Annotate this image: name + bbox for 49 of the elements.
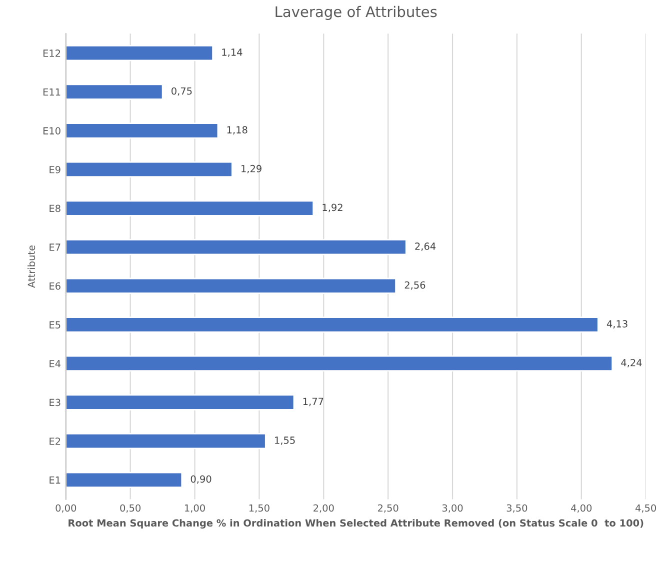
x-tick-label: 0,00 [56,504,76,513]
x-axis-title: Root Mean Square Change % in Ordination When Selected Attribute Removed (on Status Scale 0 to 100) [68,519,644,529]
x-tick-label: 2,00 [314,504,334,513]
data-label: 1,55 [275,436,295,445]
x-tick-label: 3,50 [506,504,528,513]
data-label: 1,29 [242,164,262,174]
y-tick-label: E4 [50,360,60,368]
x-tick-label: 0,50 [120,504,141,513]
y-tick-label: E6 [50,282,60,290]
x-tick-label: 2,50 [378,504,398,513]
data-label: 0,90 [190,475,212,484]
bar [66,44,214,62]
bar [66,355,614,372]
bar [66,394,295,410]
y-tick-label: E9 [50,166,60,174]
bar [66,84,164,100]
data-label: 1,14 [222,48,242,57]
y-tick-label: E5 [50,321,60,329]
bar [66,316,599,333]
bar [66,278,397,294]
data-label: 2,56 [404,281,426,290]
bar [66,161,233,178]
x-tick-label: 1,50 [249,504,270,513]
y-tick-label: E1 [50,476,60,484]
x-tick-label: 4,00 [571,504,592,513]
chart-title: Laverage of Attributes [276,6,437,20]
y-axis-title: Attribute [28,246,36,288]
y-tick-label: E3 [50,398,60,406]
x-tick-label: 3,00 [442,504,463,513]
x-tick-label: 1,00 [185,504,205,513]
y-tick-label: E11 [43,88,60,96]
data-label: 1,92 [322,204,342,212]
x-tick-label: 4,50 [635,504,656,513]
data-label: 0,75 [172,87,192,96]
bar [66,433,266,450]
bar [66,122,219,139]
data-label: 1,77 [303,398,324,406]
y-tick-label: E10 [43,127,60,134]
data-label: 2,64 [415,242,436,251]
bar [66,239,407,256]
data-label: 1,18 [227,126,248,134]
data-label: 4,24 [621,358,642,368]
y-tick-label: E7 [50,244,60,251]
bar [66,200,314,216]
bar [66,472,183,488]
y-tick-label: E8 [50,204,60,212]
y-tick-label: E2 [50,438,60,445]
data-label: 4,13 [606,320,628,328]
y-tick-label: E12 [43,50,60,57]
